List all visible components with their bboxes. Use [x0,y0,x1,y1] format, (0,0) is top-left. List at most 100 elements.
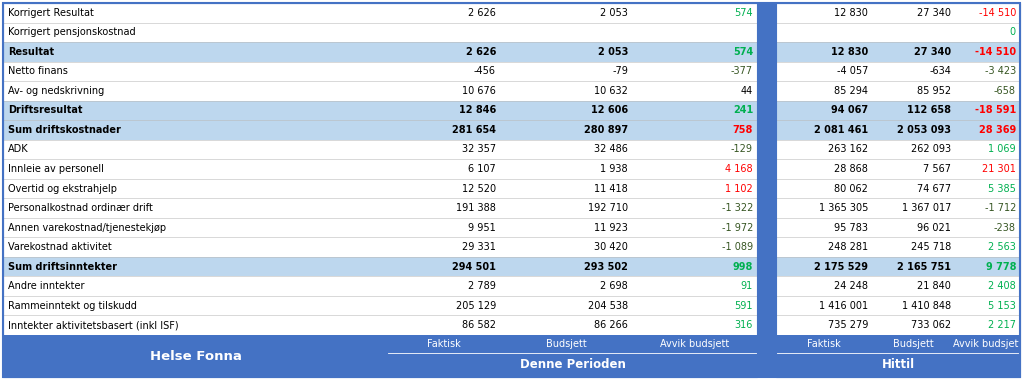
Text: Personalkostnad ordinær drift: Personalkostnad ordinær drift [8,203,152,213]
Bar [3,81,1020,101]
Text: 0: 0 [1010,27,1016,37]
Bar [3,315,1020,335]
Text: 758: 758 [732,125,753,135]
Text: Avvik budsjett: Avvik budsjett [660,339,729,349]
Text: 281 654: 281 654 [452,125,496,135]
Text: 95 783: 95 783 [834,223,868,233]
Text: 21 301: 21 301 [982,164,1016,174]
Text: -634: -634 [929,66,951,76]
Text: 94 067: 94 067 [831,105,868,116]
Text: 1 069: 1 069 [988,144,1016,155]
Text: 12 606: 12 606 [591,105,628,116]
Text: -18 591: -18 591 [975,105,1016,116]
Text: 204 538: 204 538 [588,301,628,311]
Bar [3,257,1020,276]
Text: 74 677: 74 677 [917,184,951,193]
Text: 12 520: 12 520 [461,184,496,193]
Text: 293 502: 293 502 [584,262,628,272]
Text: 280 897: 280 897 [584,125,628,135]
Text: 262 093: 262 093 [910,144,951,155]
Text: -4 057: -4 057 [837,66,868,76]
Text: 32 486: 32 486 [594,144,628,155]
Text: 192 710: 192 710 [588,203,628,213]
Bar [3,120,1020,140]
Text: 998: 998 [732,262,753,272]
Text: -238: -238 [994,223,1016,233]
Text: Netto finans: Netto finans [8,66,68,76]
Text: Faktisk: Faktisk [807,339,841,349]
Text: 2 053: 2 053 [597,47,628,57]
Text: Overtid og ekstrahjelp: Overtid og ekstrahjelp [8,184,117,193]
Text: 28 369: 28 369 [979,125,1016,135]
Bar [3,159,1020,179]
Text: Helse Fonna: Helse Fonna [149,350,241,363]
Text: 1 102: 1 102 [725,184,753,193]
Bar [3,140,1020,159]
Text: Denne Perioden: Denne Perioden [520,358,625,371]
Text: 2 408: 2 408 [988,281,1016,291]
Bar [776,3,1020,377]
Text: -14 510: -14 510 [975,47,1016,57]
Bar [3,179,1020,198]
Text: Varekostnad aktivitet: Varekostnad aktivitet [8,242,112,252]
Text: 112 658: 112 658 [907,105,951,116]
Text: 205 129: 205 129 [456,301,496,311]
Text: Korrigert pensjonskostnad: Korrigert pensjonskostnad [8,27,136,37]
Text: -79: -79 [612,66,628,76]
Text: 21 840: 21 840 [918,281,951,291]
Text: 4 168: 4 168 [725,164,753,174]
Text: 241: 241 [732,105,753,116]
Text: 85 294: 85 294 [834,86,868,96]
Text: 1 416 001: 1 416 001 [818,301,868,311]
Text: 28 868: 28 868 [834,164,868,174]
Text: -456: -456 [474,66,496,76]
Text: 2 626: 2 626 [465,47,496,57]
Text: 10 632: 10 632 [594,86,628,96]
Text: Korrigert Resultat: Korrigert Resultat [8,8,94,18]
Text: 9 951: 9 951 [469,223,496,233]
Bar [3,3,1020,22]
Text: 591: 591 [735,301,753,311]
Text: 574: 574 [732,47,753,57]
Text: 12 830: 12 830 [834,8,868,18]
Text: 1 938: 1 938 [601,164,628,174]
Text: ADK: ADK [8,144,29,155]
Text: 9 778: 9 778 [985,262,1016,272]
Text: 2 563: 2 563 [988,242,1016,252]
Text: 2 626: 2 626 [469,8,496,18]
Text: 245 718: 245 718 [910,242,951,252]
Text: 2 081 461: 2 081 461 [814,125,868,135]
Text: 263 162: 263 162 [828,144,868,155]
Text: 2 217: 2 217 [988,320,1016,330]
Text: 44: 44 [741,86,753,96]
Text: -377: -377 [730,66,753,76]
Text: Inntekter aktivitetsbasert (inkl ISF): Inntekter aktivitetsbasert (inkl ISF) [8,320,179,330]
Bar [757,3,776,377]
Text: 80 062: 80 062 [834,184,868,193]
Text: 2 053 093: 2 053 093 [897,125,951,135]
Bar [3,238,1020,257]
Text: Sum driftskostnader: Sum driftskostnader [8,125,121,135]
Text: 12 846: 12 846 [458,105,496,116]
Text: 574: 574 [735,8,753,18]
Text: 27 340: 27 340 [914,47,951,57]
Text: 1 365 305: 1 365 305 [818,203,868,213]
Bar [3,3,757,377]
Text: 735 279: 735 279 [828,320,868,330]
Text: 11 418: 11 418 [594,184,628,193]
Text: Sum driftsinntekter: Sum driftsinntekter [8,262,117,272]
Text: Hittil: Hittil [882,358,915,371]
Bar [3,335,1020,377]
Text: 29 331: 29 331 [462,242,496,252]
Bar [3,218,1020,238]
Text: -1 712: -1 712 [984,203,1016,213]
Bar [3,276,1020,296]
Text: -129: -129 [731,144,753,155]
Text: 2 165 751: 2 165 751 [897,262,951,272]
Text: 2 053: 2 053 [601,8,628,18]
Text: 30 420: 30 420 [594,242,628,252]
Text: Resultat: Resultat [8,47,54,57]
Text: Faktisk: Faktisk [428,339,461,349]
Text: 1 367 017: 1 367 017 [901,203,951,213]
Text: 86 582: 86 582 [462,320,496,330]
